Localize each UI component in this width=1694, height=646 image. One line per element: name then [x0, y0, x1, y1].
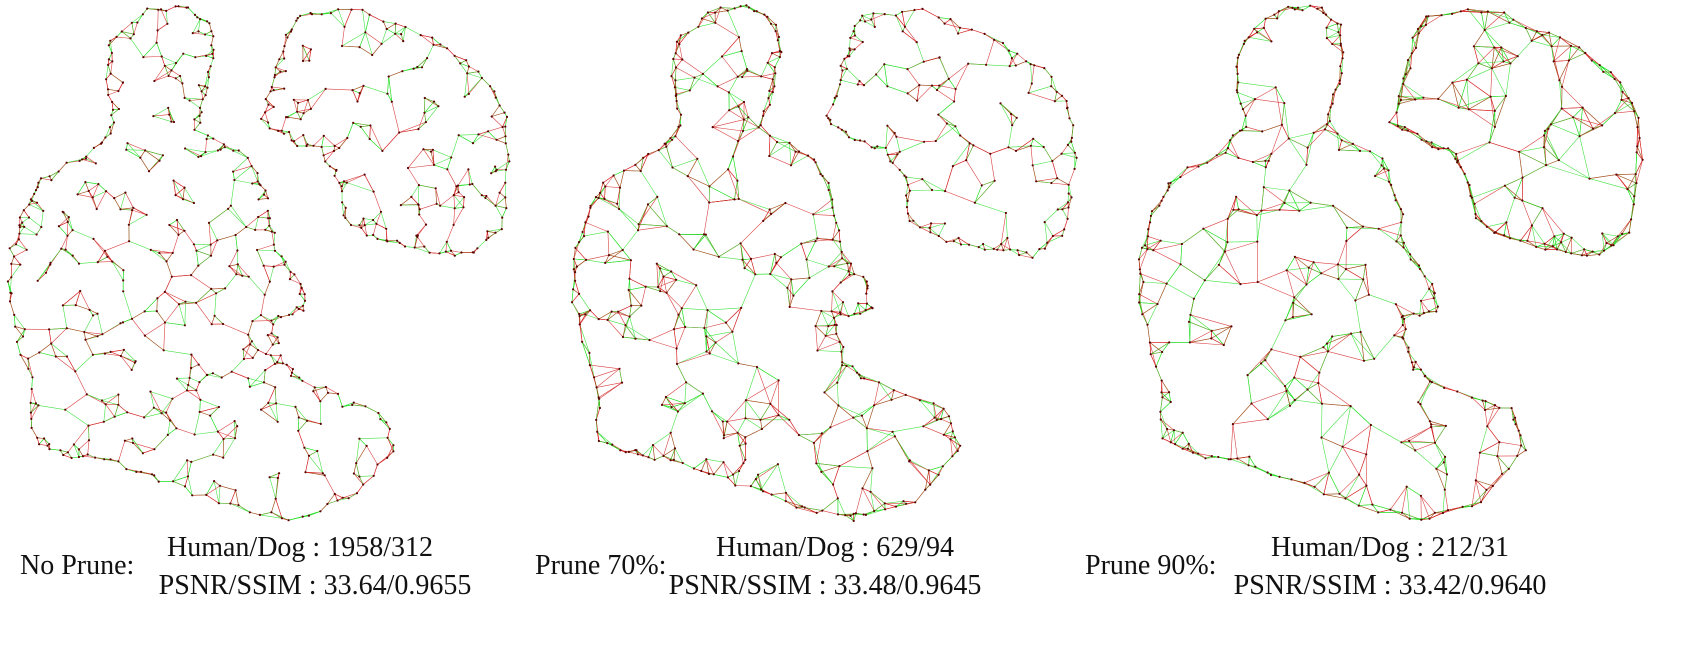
panel-label: Prune 90%: — [1085, 550, 1217, 581]
graph-visualization-prune-90 — [1137, 4, 1644, 521]
human-dog-count: Human/Dog : 1958/312 — [167, 532, 433, 563]
panel-prune-90: Prune 90%: Human/Dog : 212/31 PSNR/SSIM … — [1085, 0, 1690, 646]
graph-visualization-prune-70 — [570, 4, 1078, 523]
psnr-ssim: PSNR/SSIM : 33.64/0.9655 — [158, 570, 472, 601]
caption-no-prune: No Prune: Human/Dog : 1958/312 PSNR/SSIM… — [0, 530, 560, 640]
panel-label: No Prune: — [20, 550, 135, 581]
psnr-ssim: PSNR/SSIM : 33.42/0.9640 — [1233, 570, 1547, 601]
caption-prune-70: Prune 70%: Human/Dog : 629/94 PSNR/SSIM … — [535, 530, 1125, 640]
human-dog-count: Human/Dog : 212/31 — [1271, 532, 1509, 563]
panel-prune-70: Prune 70%: Human/Dog : 629/94 PSNR/SSIM … — [535, 0, 1125, 646]
psnr-ssim: PSNR/SSIM : 33.48/0.9645 — [668, 570, 982, 601]
panel-no-prune: No Prune: Human/Dog : 1958/312 PSNR/SSIM… — [0, 0, 560, 646]
panel-label: Prune 70%: — [535, 550, 667, 581]
human-dog-count: Human/Dog : 629/94 — [716, 532, 954, 563]
caption-prune-90: Prune 90%: Human/Dog : 212/31 PSNR/SSIM … — [1085, 530, 1690, 640]
graph-visualization-no-prune — [6, 5, 511, 522]
